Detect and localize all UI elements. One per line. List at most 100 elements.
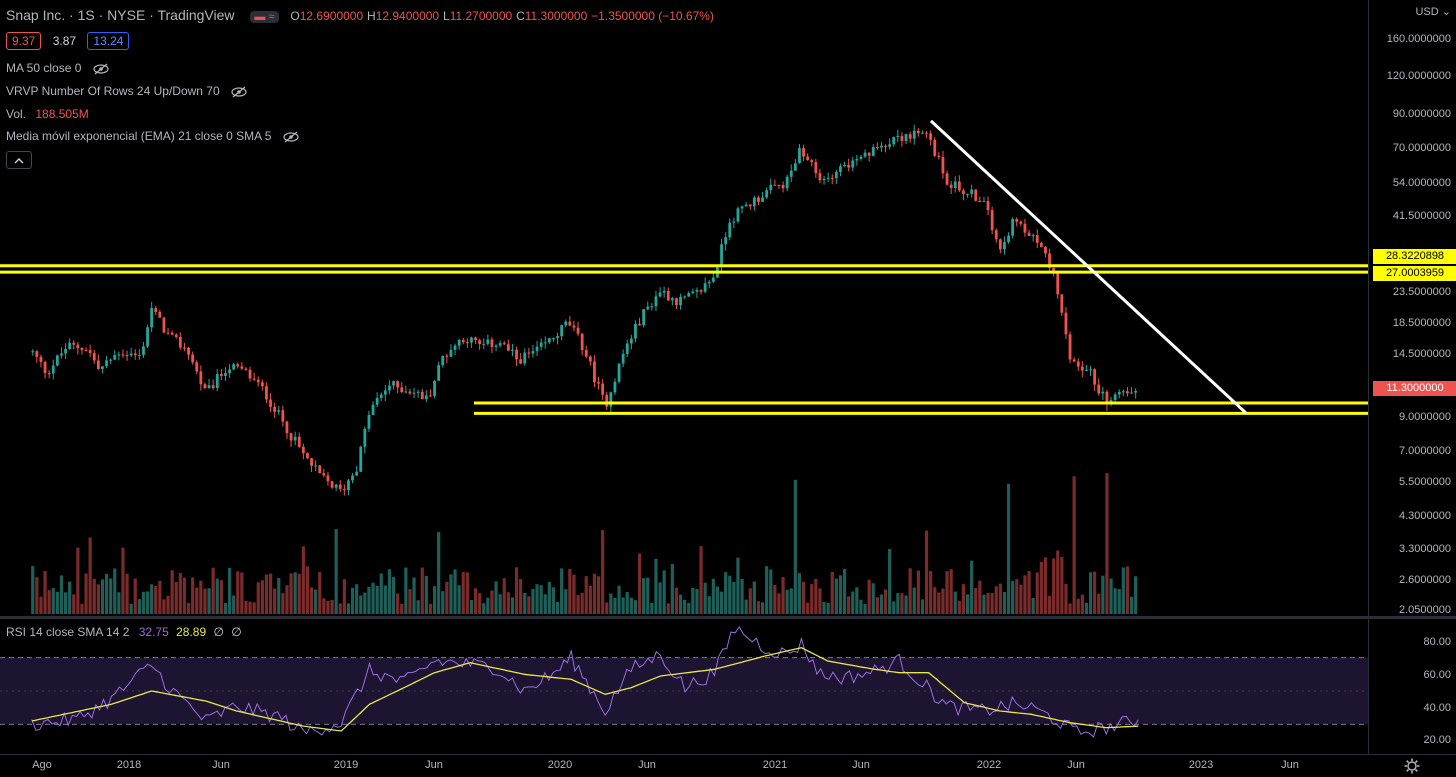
gear-icon[interactable] [1404,758,1420,774]
price-tag-resistance-upper[interactable]: 28.3220898 [1373,249,1456,264]
volume-bar [867,579,871,614]
candle-body [916,130,920,134]
volume-bar [814,578,818,614]
candle-body [301,446,305,454]
candle-body [580,333,584,351]
volume-bar [285,585,289,614]
candle-body [613,381,617,393]
volume-bar [703,582,707,614]
rsi-legend[interactable]: RSI 14 close SMA 14 2 32.75 28.89 ∅ ∅ [6,625,242,639]
candle-body [363,428,367,447]
indicator-ema[interactable]: Media móvil exponencial (EMA) 21 close 0… [6,129,299,143]
volume-bar [273,588,277,614]
volume-bar [240,572,244,614]
sell-price-button[interactable]: 9.37 [6,32,42,50]
indicator-volume[interactable]: Vol. 188.505M [6,107,89,121]
candle-body [1027,232,1031,236]
candle-body [113,354,117,360]
price-axis-label: 9.0000000 [1399,411,1451,423]
volume-bar [1084,602,1089,614]
candle-body [511,349,514,351]
volume-bar [1043,557,1048,614]
candle-body [888,144,892,147]
candle-body [490,339,494,347]
volume-bar [43,570,47,614]
volume-bar [63,592,68,614]
volume-bar [920,599,925,614]
volume-bar [182,577,187,614]
candle-body [80,348,84,351]
candle-body [183,347,186,349]
price-chart-canvas[interactable] [0,0,1368,616]
candle-body [937,155,941,158]
buy-price-button[interactable]: 13.24 [87,32,130,50]
time-axis-label: Jun [852,759,870,771]
pane-separator[interactable] [0,616,1456,619]
price-chart-pane[interactable] [0,0,1368,616]
candle-body [748,204,752,207]
price-axis[interactable]: USD ⌄ 160.0000000 120.0000000 90.0000000… [1368,0,1456,754]
candle-body [224,373,227,376]
time-axis[interactable]: Ago 2018 Jun 2019 Jun 2020 Jun 2021 Jun … [0,754,1456,777]
volume-bar [650,603,654,614]
candle-body [523,352,527,364]
volume-bar [810,584,814,614]
candle-body [465,342,469,344]
candle-body [43,361,47,374]
trendline [929,119,1248,415]
candle-body [1019,221,1023,224]
price-tag-resistance-lower[interactable]: 27.0003959 [1373,266,1456,281]
volume-bar [658,582,662,614]
volume-bar [687,603,691,614]
volume-bar [826,602,830,614]
time-axis-label: Ago [32,759,52,771]
volume-bar [412,577,416,614]
volume-bar [961,584,966,614]
eye-hidden-icon[interactable] [283,131,299,143]
volume-bar [158,580,162,614]
indicator-vrvp[interactable]: VRVP Number Of Rows 24 Up/Down 70 [6,84,247,98]
volume-bar [789,588,793,614]
candle-body [781,185,785,189]
volume-bar [543,594,547,614]
candle-body [429,395,432,397]
volume-bar [113,568,117,614]
candle-body [1134,391,1138,393]
volume-bar [523,592,527,614]
candle-body [101,366,104,369]
candle-body [334,484,338,488]
candle-body [851,160,855,168]
volume-bar [498,594,502,614]
time-axis-label: 2020 [547,759,573,771]
high-value: 12.9400000 [375,9,440,23]
candle-body [162,317,166,333]
eye-hidden-icon[interactable] [231,86,247,98]
rsi-chart-canvas[interactable] [0,619,1368,754]
candle-body [322,473,326,476]
volume-bar [535,584,539,614]
candle-body [724,237,728,245]
legend-collapse-button[interactable] [6,151,32,169]
symbol-title[interactable]: Snap Inc. · 1S · NYSE · TradingView [6,7,235,23]
compare-toggle-button[interactable]: ▬ ≈ [250,11,279,23]
volume-bar [490,590,494,614]
volume-bar [765,566,769,614]
candle-body [744,204,748,207]
candle-body [765,190,769,198]
indicator-ma[interactable]: MA 50 close 0 [6,61,109,75]
volume-bar [842,568,847,614]
volume-bar [453,569,457,614]
eye-hidden-icon[interactable] [93,63,109,75]
time-axis-label: 2021 [762,759,788,771]
candle-body [662,290,666,293]
rsi-pane[interactable] [0,619,1368,754]
price-tag-last[interactable]: 11.3000000 [1373,381,1456,396]
candle-body [576,327,580,334]
volume-bar [506,592,510,614]
candle-body [584,350,588,357]
candle-body [929,133,933,140]
volume-bar [170,570,174,614]
candle-body [1068,334,1072,360]
currency-selector[interactable]: USD ⌄ [1415,6,1451,18]
candle-body [609,392,613,407]
